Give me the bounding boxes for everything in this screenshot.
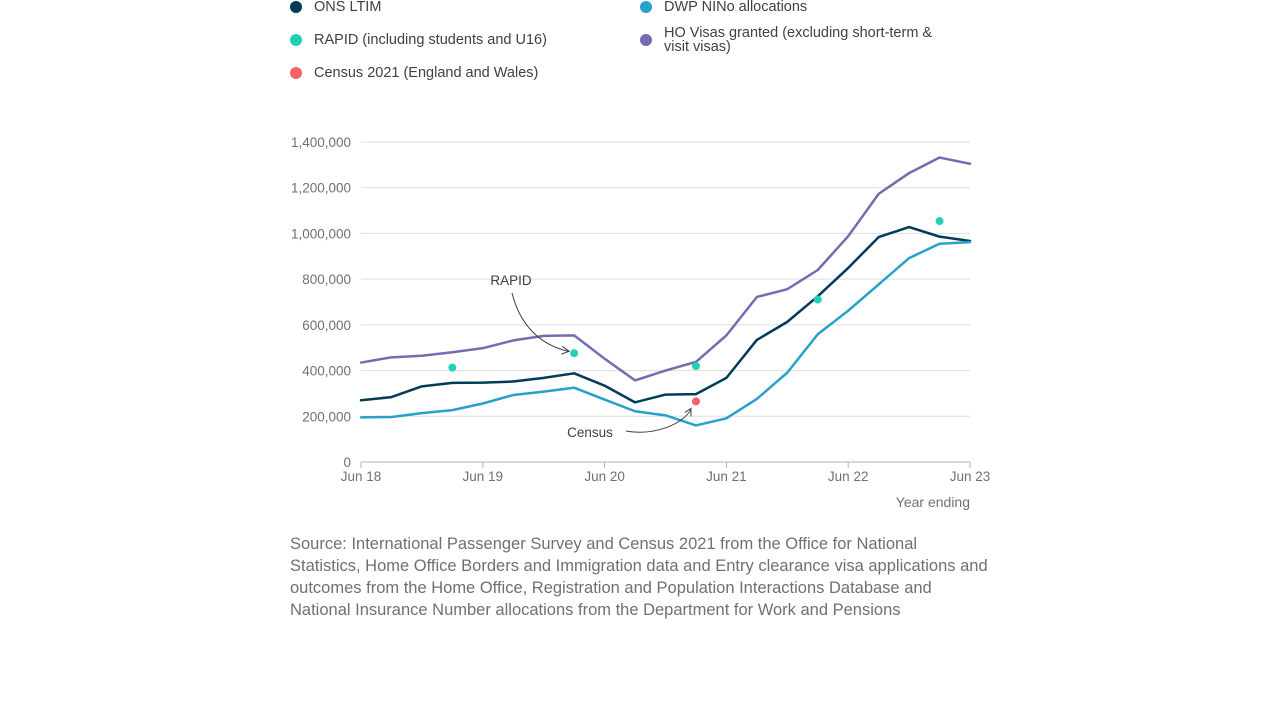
legend-item-ons-ltim: ONS LTIM <box>290 0 381 14</box>
chart-legend: ONS LTIM DWP NINo allocations RAPID (inc… <box>288 0 988 90</box>
x-tick-label: Jun 22 <box>828 469 869 484</box>
x-axis: Jun 18 Jun 19 Jun 20 Jun 21 Jun 22 Jun 23 <box>341 462 991 484</box>
x-tick-label: Jun 21 <box>706 469 747 484</box>
data-point-rapid-including-students-and-u16 <box>691 362 700 370</box>
legend-swatch-ho-visas <box>640 34 652 46</box>
legend-swatch-rapid <box>290 34 302 46</box>
series-points <box>448 217 944 406</box>
data-point-rapid-including-students-and-u16 <box>570 349 579 358</box>
y-tick-label: 600,000 <box>302 318 351 333</box>
legend-label-census: Census 2021 (England and Wales) <box>314 65 539 81</box>
legend-swatch-ons-ltim <box>290 1 302 13</box>
legend-swatch-dwp-nino <box>640 1 652 13</box>
x-tick-label: Jun 18 <box>341 469 382 484</box>
series-line-ons-ltim <box>359 225 972 404</box>
data-point-census-2021-england-and-wales <box>691 397 700 406</box>
series-line-dwp-nino-allocations <box>359 240 972 427</box>
annotation-rapid-arrowhead <box>560 345 571 355</box>
legend-label-ho-visas: HO Visas granted (excluding short-term &… <box>664 25 933 55</box>
y-axis-tick-labels: 0 200,000 400,000 600,000 800,000 1,000,000 1,… <box>291 135 351 470</box>
legend-item-dwp-nino: DWP NINo allocations <box>640 0 807 14</box>
legend-item-ho-visas: HO Visas granted (excluding short-term &… <box>640 26 954 54</box>
annotation-rapid-arrow <box>511 292 569 352</box>
annotation-rapid-label: RAPID <box>490 273 532 288</box>
x-tick-label: Jun 20 <box>584 469 625 484</box>
legend-item-rapid: RAPID (including students and U16) <box>290 33 547 47</box>
annotation-census-arrowhead <box>684 407 692 417</box>
y-tick-label: 1,200,000 <box>291 181 351 196</box>
x-axis-title: Year ending <box>896 494 970 510</box>
y-tick-label: 1,000,000 <box>291 226 351 241</box>
data-point-rapid-including-students-and-u16 <box>448 363 457 372</box>
annotation-census-label: Census <box>567 425 613 440</box>
source-note: Source: International Passenger Survey a… <box>290 535 988 619</box>
x-tick-label: Jun 19 <box>463 469 504 484</box>
y-tick-label: 0 <box>343 455 351 470</box>
annotation-census-arrow <box>625 409 692 433</box>
x-tick-label: Jun 23 <box>950 469 991 484</box>
legend-item-census: Census 2021 (England and Wales) <box>290 66 538 80</box>
data-point-rapid-including-students-and-u16 <box>813 295 822 304</box>
series-line-ho-visas-granted-excluding-short-term-visit-visas <box>359 156 972 382</box>
legend-label-dwp-nino: DWP NINo allocations <box>664 0 808 15</box>
legend-swatch-census <box>290 67 302 79</box>
annotations: RAPID Census <box>490 273 692 440</box>
y-tick-label: 200,000 <box>302 409 351 424</box>
y-tick-label: 1,400,000 <box>291 135 351 150</box>
line-chart: 0 200,000 400,000 600,000 800,000 1,000,000 1,… <box>291 135 991 510</box>
legend-label-ons-ltim: ONS LTIM <box>314 0 382 15</box>
data-point-rapid-including-students-and-u16 <box>935 217 944 226</box>
legend-label-rapid: RAPID (including students and U16) <box>314 32 547 48</box>
y-tick-label: 800,000 <box>302 272 351 287</box>
gridlines <box>361 141 970 463</box>
series-lines <box>359 156 972 427</box>
y-tick-label: 400,000 <box>302 364 351 379</box>
